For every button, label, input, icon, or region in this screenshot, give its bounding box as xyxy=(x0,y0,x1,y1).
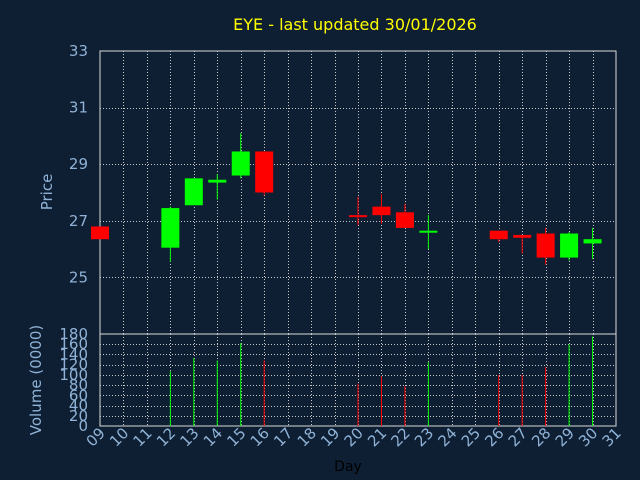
candle-body xyxy=(560,233,579,258)
volume-y-tick-label: 20 xyxy=(69,407,88,425)
price-y-tick-labels: 25 27 29 31 33 xyxy=(69,42,88,286)
volume-y-tick-label: 60 xyxy=(69,386,88,404)
x-tick-label: 11 xyxy=(130,424,156,450)
x-tick-label: 17 xyxy=(270,424,296,450)
x-tick-label: 13 xyxy=(176,424,202,450)
candle-body xyxy=(161,208,180,248)
volume-y-tick-label: 120 xyxy=(59,356,88,374)
x-tick-label: 21 xyxy=(364,424,390,450)
candle-body xyxy=(395,212,414,228)
price-y-tick-label: 29 xyxy=(69,155,88,173)
x-tick-label: 19 xyxy=(317,424,343,450)
volume-y-tick-label: 160 xyxy=(59,335,88,353)
x-tick-label: 15 xyxy=(223,424,249,450)
volume-y-tick-label: 0 xyxy=(78,417,88,435)
volume-y-tick-label: 140 xyxy=(59,345,88,363)
price-y-axis-label: Price xyxy=(38,174,56,211)
candle-body xyxy=(208,179,227,183)
x-tick-label: 18 xyxy=(294,424,320,450)
volume-y-axis-label: Volume (0000) xyxy=(27,325,45,435)
x-tick-label: 10 xyxy=(106,424,132,450)
chart-title: EYE - last updated 30/01/2026 xyxy=(233,15,477,34)
candle-body xyxy=(536,233,555,258)
volume-y-tick-label: 40 xyxy=(69,397,88,415)
x-tick-label: 31 xyxy=(599,424,625,450)
price-y-tick-label: 25 xyxy=(69,268,88,286)
candle-body xyxy=(489,230,508,240)
x-tick-label: 12 xyxy=(153,424,179,450)
x-tick-labels: 0910111213141516171819202122232425262728… xyxy=(83,424,625,450)
x-tick-label: 20 xyxy=(341,424,367,450)
price-y-tick-label: 31 xyxy=(69,99,88,117)
volume-bar-series xyxy=(169,336,594,426)
volume-y-tick-label: 180 xyxy=(59,325,88,343)
x-tick-label: 25 xyxy=(458,424,484,450)
candle-body xyxy=(184,178,203,206)
candle-body xyxy=(91,226,109,240)
price-grid xyxy=(100,51,616,334)
x-axis-label: Day xyxy=(334,459,362,475)
x-tick-label: 22 xyxy=(388,424,414,450)
volume-y-tick-label: 80 xyxy=(69,376,88,394)
candle-body xyxy=(255,151,274,193)
candle-body xyxy=(513,234,532,238)
x-tick-label: 26 xyxy=(481,424,507,450)
volume-y-tick-label: 100 xyxy=(59,366,88,384)
candle-body xyxy=(372,206,391,216)
candlestick-series xyxy=(91,133,602,265)
candle-body xyxy=(349,215,367,218)
x-tick-label: 30 xyxy=(575,424,601,450)
candle-body xyxy=(419,230,438,233)
x-tick-label: 24 xyxy=(434,424,460,450)
x-tick-label: 23 xyxy=(411,424,437,450)
x-tick-label: 14 xyxy=(200,424,226,450)
candle-body xyxy=(583,239,602,244)
price-y-tick-label: 27 xyxy=(69,212,88,230)
x-tick-label: 29 xyxy=(552,424,578,450)
price-y-tick-label: 33 xyxy=(69,42,88,60)
x-tick-label: 16 xyxy=(247,424,273,450)
x-tick-label: 27 xyxy=(505,424,531,450)
candle-body xyxy=(231,151,250,176)
x-tick-label: 28 xyxy=(528,424,554,450)
